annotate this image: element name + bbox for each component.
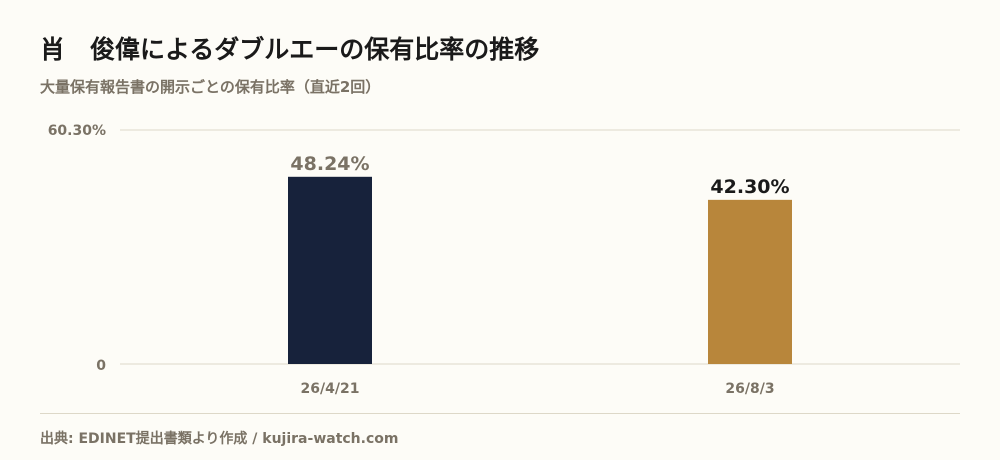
source-note: 出典: EDINET提出書類より作成 / kujira-watch.com bbox=[40, 431, 399, 447]
x-tick-label: 26/4/21 bbox=[301, 381, 360, 397]
data-label: 42.30% bbox=[710, 176, 789, 198]
footer-divider bbox=[40, 413, 960, 414]
y-tick-label: 60.30% bbox=[48, 123, 106, 139]
chart-title: 肖 俊偉によるダブルエーの保有比率の推移 bbox=[40, 35, 540, 64]
y-tick-label: 0 bbox=[96, 358, 106, 374]
chart-subtitle: 大量保有報告書の開示ごとの保有比率（直近2回） bbox=[40, 78, 381, 96]
bar bbox=[288, 176, 372, 364]
data-label: 48.24% bbox=[290, 153, 369, 175]
x-tick-label: 26/8/3 bbox=[725, 381, 774, 397]
bar bbox=[708, 199, 792, 364]
